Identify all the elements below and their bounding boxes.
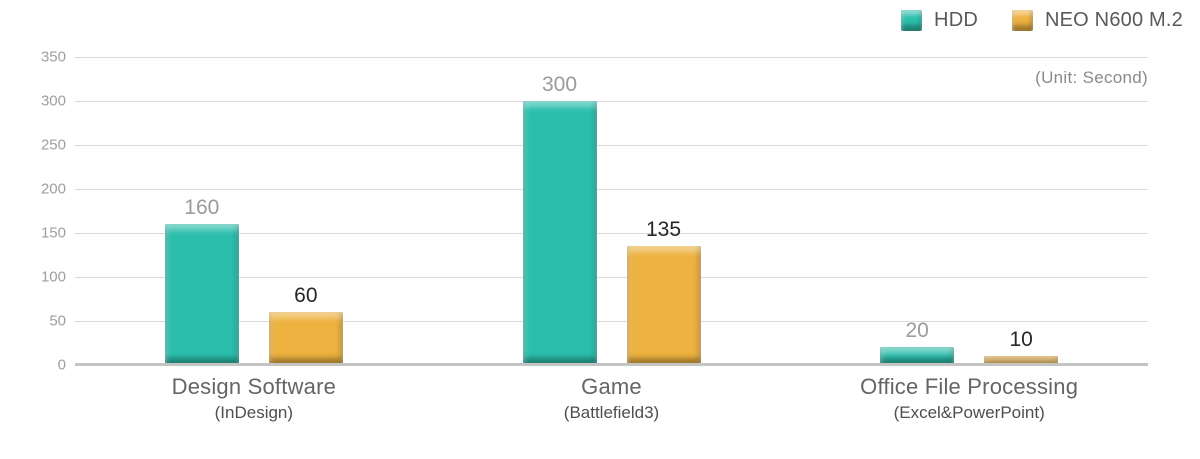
gridline-50: [75, 321, 1148, 322]
y-tick-label-100: 100: [40, 268, 66, 286]
gridline-200: [75, 189, 1148, 190]
y-tick-label-250: 250: [40, 136, 66, 154]
category-sub-label: (Battlefield3): [563, 403, 660, 422]
category-main-label: Office File Processing: [860, 374, 1079, 399]
value-label-neo-2: 10: [1009, 328, 1033, 352]
bar-hdd-0: [164, 224, 239, 365]
value-label-hdd-0: 160: [184, 196, 220, 220]
legend: HDD NEO N600 M.2: [901, 9, 1183, 32]
y-tick-label-200: 200: [40, 180, 66, 198]
gridline-150: [75, 233, 1148, 234]
legend-swatch-icon: [1011, 10, 1033, 31]
gridline-250: [75, 145, 1148, 146]
legend-label: NEO N600 M.2: [1044, 9, 1183, 31]
y-tick-label-300: 300: [40, 92, 66, 110]
value-label-hdd-1: 300: [541, 72, 578, 96]
y-tick-label-350: 350: [40, 48, 66, 66]
unit-label: (Unit: Second): [1035, 68, 1148, 87]
legend-label: HDD: [934, 9, 978, 31]
legend-item-neo: NEO N600 M.2: [1011, 9, 1183, 32]
bar-neo-2: [984, 356, 1059, 365]
gridline-100: [75, 277, 1148, 278]
y-tick-label-50: 50: [49, 312, 66, 330]
value-label-neo-0: 60: [294, 284, 318, 308]
category-label-0: Design Software (InDesign): [172, 374, 336, 423]
bar-hdd-2: [880, 347, 955, 365]
gridline-0: [75, 363, 1148, 366]
value-label-hdd-2: 20: [905, 319, 929, 343]
y-tick-label-150: 150: [40, 224, 66, 242]
category-sub-label: (InDesign): [214, 403, 294, 422]
bar-hdd-1: [522, 101, 597, 365]
legend-swatch-icon: [901, 10, 923, 31]
gridline-300: [75, 101, 1148, 102]
y-tick-label-0: 0: [57, 356, 66, 374]
gridline-350: [75, 57, 1148, 58]
bar-neo-1: [626, 246, 701, 365]
category-label-2: Office File Processing (Excel&PowerPoint): [860, 374, 1078, 423]
legend-item-hdd: HDD: [901, 9, 978, 32]
y-axis-labels: 350 300 250 200 150 100 50 0: [0, 49, 66, 374]
value-label-neo-1: 135: [645, 218, 682, 242]
category-label-1: Game (Battlefield3): [564, 374, 659, 423]
category-main-label: Game: [581, 374, 642, 399]
bar-neo-0: [268, 312, 343, 365]
category-main-label: Design Software: [171, 374, 337, 399]
plot-area: 160 60 300 135 20 10: [75, 57, 1148, 366]
category-sub-label: (Excel&PowerPoint): [893, 403, 1045, 422]
